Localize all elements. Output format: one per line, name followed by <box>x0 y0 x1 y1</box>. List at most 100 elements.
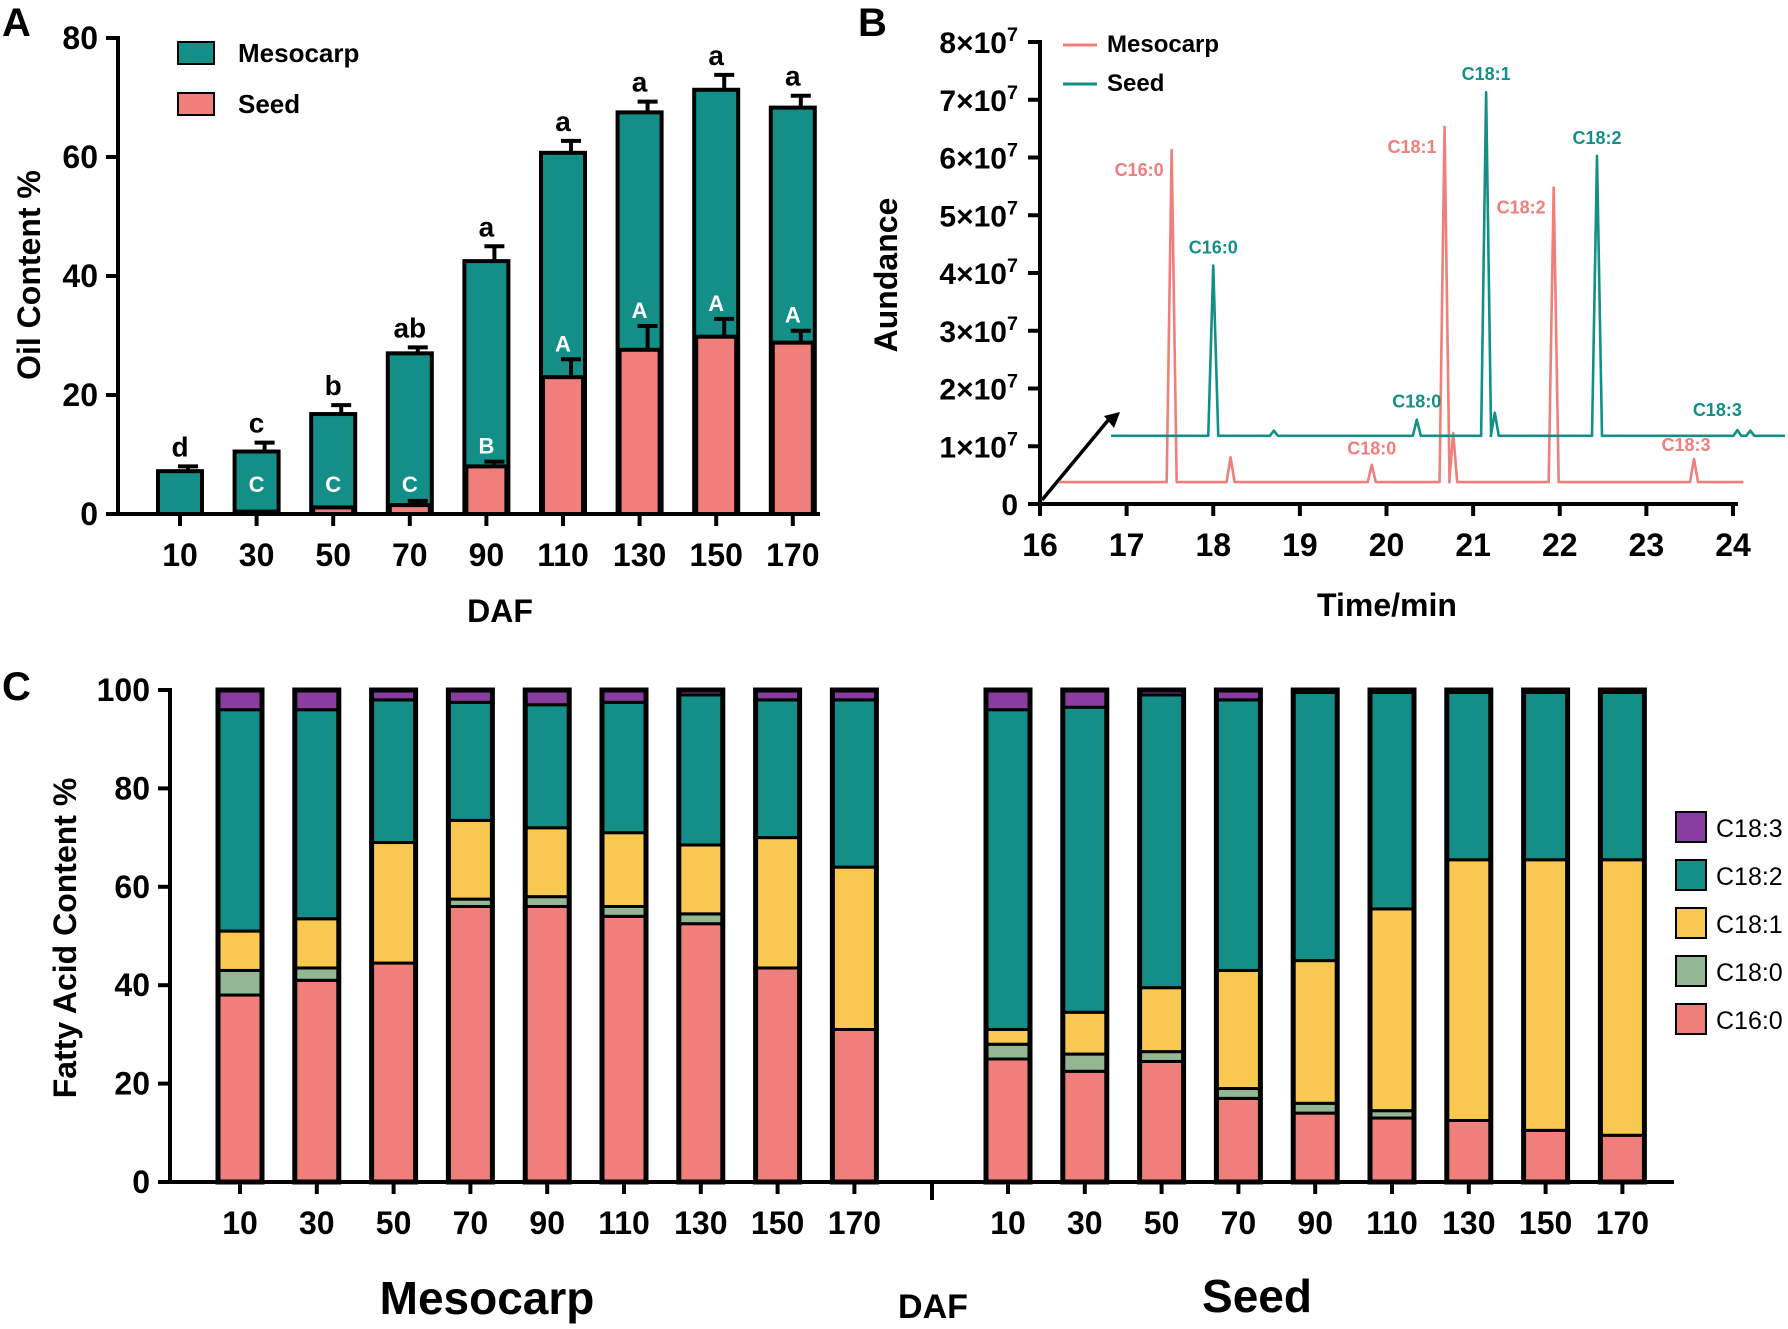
seed-significance-letter: A <box>555 331 571 356</box>
stacked-segment-c18-0 <box>293 966 341 982</box>
legend-swatch-c18-3 <box>1675 811 1707 843</box>
peak-label: C18:1 <box>1388 137 1437 157</box>
panel-a-ylabel: Oil Content % <box>11 170 47 380</box>
mesocarp-significance-letter: a <box>555 106 571 137</box>
legend-label-c18-1: C18:1 <box>1716 911 1783 939</box>
panel-b-ylabel: Aundance <box>868 198 904 353</box>
stacked-segment-c16-0 <box>1368 1116 1416 1184</box>
panel-c-x-tick-label: 150 <box>1519 1205 1572 1241</box>
panel-b-y-tick-label: 7×107 <box>939 82 1018 118</box>
panel-label-c: C <box>2 665 31 709</box>
stacked-segment-c18-1 <box>1522 858 1570 1132</box>
stacked-segment-c18-1 <box>984 1027 1032 1046</box>
stacked-bar-outline <box>983 687 1033 1185</box>
stacked-segment-c16-0 <box>984 1057 1032 1184</box>
mesocarp-significance-letter: a <box>479 211 495 242</box>
seed-bar <box>387 503 432 517</box>
stacked-segment-c18-1 <box>370 841 418 965</box>
stacked-bar-outline <box>1444 687 1494 1185</box>
stacked-segment-c18-2 <box>754 698 802 840</box>
stacked-segment-c18-2 <box>1291 690 1339 963</box>
legend-label-c18-3: C18:3 <box>1716 815 1783 843</box>
peak-label: C16:0 <box>1189 237 1238 257</box>
panel-a-y-tick-label: 0 <box>80 496 98 532</box>
legend-label-seed: Seed <box>238 89 300 119</box>
mesocarp-significance-letter: ab <box>393 312 426 343</box>
stacked-segment-c18-3 <box>216 688 264 712</box>
stacked-segment-c16-0 <box>677 922 725 1184</box>
stacked-segment-c16-0 <box>370 961 418 1184</box>
stacked-segment-c18-2 <box>1598 690 1646 862</box>
stacked-segment-c18-1 <box>1291 959 1339 1105</box>
mesocarp-significance-letter: b <box>325 370 342 401</box>
legend-swatch-mesocarp <box>177 41 215 65</box>
seed-bar <box>234 509 279 516</box>
peak-label: C18:0 <box>1392 392 1441 412</box>
stacked-bar-outline <box>445 687 495 1185</box>
panel-a-x-tick-label: 150 <box>690 537 743 573</box>
mesocarp-bar <box>309 412 358 517</box>
stacked-segment-c18-2 <box>216 708 264 933</box>
stacked-segment-c18-2 <box>830 698 878 869</box>
panel-b-y-tick-label: 6×107 <box>939 140 1018 176</box>
seed-bar <box>311 505 356 516</box>
panel-c-group-label-mesocarp: Mesocarp <box>380 1272 595 1324</box>
panel-c-x-tick-label: 170 <box>828 1205 881 1241</box>
panel-b-x-tick-label: 22 <box>1542 527 1578 563</box>
legend-label-c18-0: C18:0 <box>1716 959 1783 987</box>
panel-c-x-tick-label: 10 <box>990 1205 1026 1241</box>
stacked-bar-outline <box>753 687 803 1185</box>
panel-a-y-tick-label: 80 <box>62 20 98 56</box>
stacked-segment-c18-1 <box>523 826 571 899</box>
panel-c-y-tick-label: 80 <box>114 770 150 806</box>
panel-c-x-tick-label: 10 <box>222 1205 258 1241</box>
perspective-arrow <box>1040 416 1112 502</box>
stacked-bar-outline <box>676 687 726 1185</box>
stacked-segment-c18-3 <box>293 688 341 712</box>
panel-b-y-tick-label: 5×107 <box>939 197 1018 233</box>
panel-a-y-tick-label: 20 <box>62 377 98 413</box>
panel-c-x-tick-label: 170 <box>1596 1205 1649 1241</box>
stacked-segment-c18-1 <box>600 831 648 908</box>
stacked-segment-c16-0 <box>754 966 802 1184</box>
panel-c-x-tick-label: 90 <box>529 1205 565 1241</box>
seed-bar <box>694 334 739 516</box>
panel-b-y-tick-label: 8×107 <box>939 24 1018 60</box>
seed-bar <box>617 347 662 516</box>
panel-b-x-tick-label: 23 <box>1629 527 1665 563</box>
stacked-segment-c18-1 <box>293 917 341 970</box>
stacked-segment-c18-2 <box>600 700 648 835</box>
perspective-arrowhead <box>1104 412 1120 428</box>
panel-c-ylabel: Fatty Acid Content % <box>47 778 83 1099</box>
panel-b-y-tick-label: 0 <box>1001 489 1018 522</box>
peak-label: C18:3 <box>1662 435 1711 455</box>
seed-significance-letter: C <box>249 472 265 497</box>
peak-label: C18:0 <box>1347 439 1396 459</box>
peak-label: C18:1 <box>1462 64 1511 84</box>
stacked-segment-c18-0 <box>1061 1052 1109 1073</box>
panel-a-x-tick-label: 70 <box>392 537 428 573</box>
panel-c-x-tick-label: 110 <box>598 1205 650 1241</box>
stacked-bar-outline <box>1521 687 1571 1185</box>
legend-swatch-c18-1 <box>1675 907 1707 939</box>
stacked-segment-c18-2 <box>370 698 418 845</box>
mesocarp-significance-letter: a <box>632 67 648 98</box>
panel-c-x-tick-label: 130 <box>674 1205 727 1241</box>
stacked-segment-c18-2 <box>293 708 341 921</box>
stacked-segment-c18-1 <box>830 865 878 1031</box>
mesocarp-significance-letter: c <box>249 408 265 439</box>
mesocarp-significance-letter: a <box>785 61 801 92</box>
panel-c-y-tick-label: 100 <box>97 672 150 708</box>
panel-b-y-tick-label: 3×107 <box>939 313 1018 349</box>
panel-b-x-tick-label: 19 <box>1282 527 1318 563</box>
stacked-segment-c16-0 <box>830 1027 878 1184</box>
stacked-segment-c18-1 <box>677 843 725 916</box>
panel-b-y-tick-label: 1×107 <box>939 428 1018 464</box>
panel-a-x-tick-label: 90 <box>469 537 505 573</box>
mesocarp-significance-letter: a <box>708 40 724 71</box>
panel-c-x-tick-label: 150 <box>751 1205 804 1241</box>
chromatogram-trace-seed <box>1111 90 1785 438</box>
stacked-bar-outline <box>1137 687 1187 1185</box>
stacked-segment-c16-0 <box>293 978 341 1184</box>
